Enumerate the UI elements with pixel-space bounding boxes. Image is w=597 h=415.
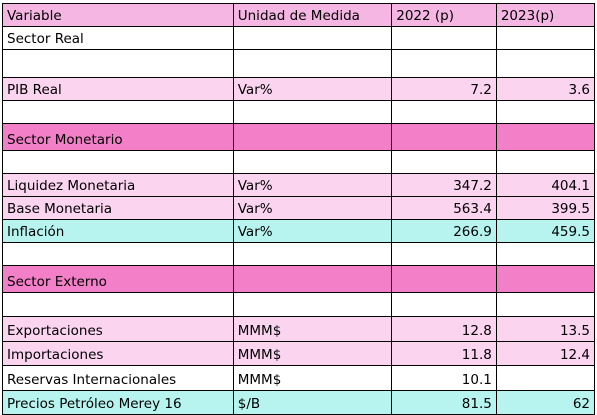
value-2023-cell — [495, 123, 596, 151]
unit-cell — [232, 150, 393, 174]
value-2022-cell — [391, 292, 497, 317]
variable-cell — [2, 49, 234, 78]
value-2023-cell — [495, 26, 596, 50]
unit-cell: $/B — [232, 390, 393, 415]
value-2023-cell — [495, 49, 596, 78]
value-2022-cell — [391, 100, 497, 124]
empty-row — [2, 242, 596, 266]
value-2023-cell: 13.5 — [495, 316, 596, 342]
unit-cell: Var% — [232, 219, 393, 243]
unit-cell — [232, 26, 393, 50]
value-2022-cell — [391, 242, 497, 266]
variable-cell — [2, 100, 234, 124]
value-2022-cell — [391, 26, 497, 50]
empty-row — [2, 49, 596, 78]
value-2023-cell: 399.5 — [495, 196, 596, 220]
value-2022-cell: 12.8 — [391, 316, 497, 342]
unit-cell: Var% — [232, 196, 393, 220]
table-row: Sector Monetario — [2, 123, 596, 151]
table-body: Variable Unidad de Medida 2022 (p) 2023(… — [2, 3, 596, 415]
variable-cell — [2, 292, 234, 317]
variable-cell: PIB Real — [2, 77, 234, 101]
header-row: Variable Unidad de Medida 2022 (p) 2023(… — [2, 3, 596, 27]
variable-cell: Exportaciones — [2, 316, 234, 342]
value-2022-cell — [391, 150, 497, 174]
variable-cell: Reservas Internacionales — [2, 365, 234, 391]
unit-cell: MMM$ — [232, 341, 393, 366]
unit-cell — [232, 100, 393, 124]
header-variable: Variable — [2, 3, 234, 27]
value-2022-cell: 7.2 — [391, 77, 497, 101]
value-2022-cell: 347.2 — [391, 173, 497, 197]
variable-cell: Importaciones — [2, 341, 234, 366]
value-2022-cell — [391, 265, 497, 293]
value-2023-cell: 62 — [495, 390, 596, 415]
variable-cell: Sector Monetario — [2, 123, 234, 151]
variable-cell — [2, 242, 234, 266]
variable-cell: Liquidez Monetaria — [2, 173, 234, 197]
unit-cell: MMM$ — [232, 316, 393, 342]
unit-cell — [232, 49, 393, 78]
unit-cell: Var% — [232, 77, 393, 101]
variable-cell: Precios Petróleo Merey 16 — [2, 390, 234, 415]
header-unit: Unidad de Medida — [232, 3, 393, 27]
variable-cell: Base Monetaria — [2, 196, 234, 220]
table-row: Base Monetaria Var% 563.4 399.5 — [2, 196, 596, 220]
value-2022-cell: 266.9 — [391, 219, 497, 243]
value-2022-cell — [391, 123, 497, 151]
value-2023-cell: 459.5 — [495, 219, 596, 243]
value-2023-cell — [495, 100, 596, 124]
variable-cell: Sector Real — [2, 26, 234, 50]
unit-cell — [232, 242, 393, 266]
value-2023-cell: 12.4 — [495, 341, 596, 366]
unit-cell: Var% — [232, 173, 393, 197]
unit-cell: MMM$ — [232, 365, 393, 391]
table-row: Sector Externo — [2, 265, 596, 293]
value-2022-cell: 81.5 — [391, 390, 497, 415]
empty-row — [2, 292, 596, 317]
table-row: PIB Real Var% 7.2 3.6 — [2, 77, 596, 101]
value-2023-cell — [495, 242, 596, 266]
empty-row — [2, 100, 596, 124]
value-2022-cell: 10.1 — [391, 365, 497, 391]
variable-cell: Sector Externo — [2, 265, 234, 293]
table-row: Exportaciones MMM$ 12.8 13.5 — [2, 316, 596, 342]
table-row: Importaciones MMM$ 11.8 12.4 — [2, 341, 596, 366]
header-2023: 2023(p) — [495, 3, 596, 27]
variable-cell: Inflación — [2, 219, 234, 243]
value-2022-cell — [391, 49, 497, 78]
value-2023-cell — [495, 265, 596, 293]
indicators-table: Variable Unidad de Medida 2022 (p) 2023(… — [2, 3, 596, 415]
empty-row — [2, 150, 596, 174]
value-2023-cell — [495, 365, 596, 391]
value-2023-cell: 3.6 — [495, 77, 596, 101]
table-row: Sector Real — [2, 26, 596, 50]
variable-cell — [2, 150, 234, 174]
table-row: Liquidez Monetaria Var% 347.2 404.1 — [2, 173, 596, 197]
table-row: Inflación Var% 266.9 459.5 — [2, 219, 596, 243]
value-2023-cell — [495, 150, 596, 174]
value-2023-cell: 404.1 — [495, 173, 596, 197]
unit-cell — [232, 292, 393, 317]
value-2023-cell — [495, 292, 596, 317]
unit-cell — [232, 123, 393, 151]
header-2022: 2022 (p) — [391, 3, 497, 27]
value-2022-cell: 563.4 — [391, 196, 497, 220]
table-row: Reservas Internacionales MMM$ 10.1 — [2, 365, 596, 391]
table-row: Precios Petróleo Merey 16 $/B 81.5 62 — [2, 390, 596, 415]
value-2022-cell: 11.8 — [391, 341, 497, 366]
unit-cell — [232, 265, 393, 293]
